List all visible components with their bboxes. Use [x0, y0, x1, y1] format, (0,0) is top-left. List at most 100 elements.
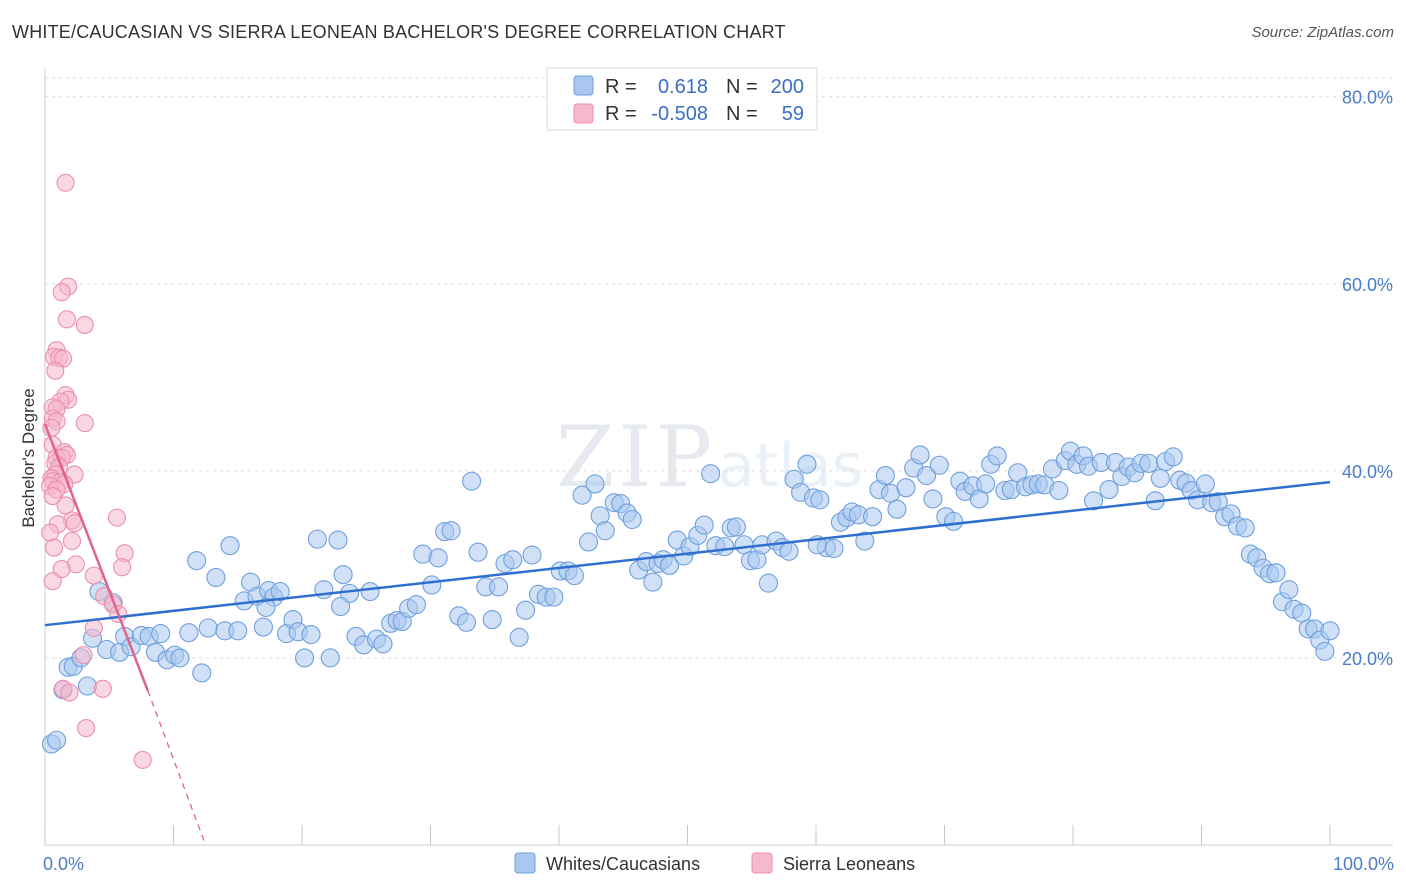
whites-point-43 [320, 648, 340, 668]
whites-point-49 [360, 581, 380, 602]
sierra-leonean-point-0 [56, 173, 75, 192]
trend-lines [43, 423, 1331, 846]
whites-point-67 [482, 610, 502, 630]
x-ticks [44, 825, 1331, 845]
sierra-leonean-point-39 [107, 508, 127, 527]
whites-point-58 [422, 575, 442, 595]
bottom-legend-swatch-blue [514, 852, 536, 874]
whites-point-65 [468, 542, 488, 562]
whites-point-91 [643, 572, 663, 592]
whites-point-44 [328, 530, 348, 550]
sierra-leonean-point-55 [60, 683, 79, 702]
whites-point-144 [987, 446, 1007, 466]
trend-line-sierra-leoneans [43, 423, 149, 692]
legend-n-label-pink: N = [726, 103, 758, 125]
whites-point-25 [206, 567, 226, 588]
y-tick-labels: 20.0% 40.0% 60.0% 80.0% [1342, 88, 1393, 669]
whites-point-169 [1150, 468, 1170, 488]
whites-point-119 [824, 538, 844, 559]
legend-r-value-blue: 0.618 [658, 76, 708, 98]
whites-point-109 [758, 573, 779, 593]
whites-point-137 [943, 511, 964, 531]
legend-swatch-pink [573, 103, 594, 124]
sierra-leonean-point-52 [84, 618, 103, 638]
whites-point-63 [456, 612, 477, 632]
legend-swatch-blue [573, 75, 594, 96]
whites-point-22 [187, 551, 207, 571]
whites-point-59 [428, 548, 448, 568]
whites-point-198 [256, 597, 276, 617]
whites-point-176 [1195, 474, 1215, 494]
whites-point-70 [503, 550, 523, 570]
sierra-leonean-point-48 [43, 572, 62, 591]
whites-point-40 [301, 624, 321, 645]
whites-point-6 [77, 676, 97, 696]
sierra-leonean-point-17 [75, 414, 94, 433]
whites-point-68 [489, 577, 509, 597]
sierra-leonean-point-47 [84, 566, 103, 585]
whites-point-17 [151, 624, 171, 644]
legend-r-label-pink: R = [605, 103, 637, 125]
y-tick-label-80: 80.0% [1342, 88, 1393, 108]
whites-point-88 [622, 509, 642, 530]
sierra-leonean-point-56 [93, 679, 112, 698]
bottom-legend-swatch-pink [751, 852, 773, 874]
bottom-legend-label-blue: Whites/Caucasians [546, 854, 700, 874]
whites-point-142 [976, 474, 996, 494]
y-tick-label-40: 40.0% [1342, 462, 1393, 482]
correlation-legend: R = 0.618 N = 200 R = -0.508 N = 59 [546, 67, 818, 131]
whites-point-82 [585, 474, 605, 494]
sierra-leonean-point-58 [133, 750, 152, 769]
whites-point-41 [307, 529, 327, 549]
whites-point-132 [910, 445, 930, 465]
whites-point-102 [715, 537, 735, 557]
sierra-leonean-point-57 [77, 719, 96, 738]
whites-point-45 [333, 565, 353, 585]
whites-point-105 [734, 535, 754, 555]
whites-point-112 [779, 541, 799, 561]
sierra-leonean-point-34 [43, 487, 62, 506]
whites-point-191 [1292, 603, 1312, 623]
trend-line-sierra-leoneans-extension [147, 690, 207, 846]
whites-point-130 [896, 478, 916, 498]
sierra-leonean-point-3 [57, 310, 76, 329]
axes [44, 68, 1393, 846]
whites-point-84 [595, 521, 615, 541]
whites-point-20 [170, 648, 190, 668]
x-tick-label-max: 100.0% [1333, 854, 1394, 874]
whites-point-51 [373, 634, 393, 654]
sierra-leonean-point-45 [52, 560, 71, 579]
whites-point-129 [887, 499, 907, 519]
whites-point-117 [810, 490, 830, 510]
whites-point-197 [330, 596, 351, 617]
chart-title: WHITE/CAUCASIAN VS SIERRA LEONEAN BACHEL… [12, 22, 786, 42]
whites-point-28 [228, 621, 248, 641]
whites-point-80 [572, 485, 592, 505]
sierra-leonean-point-46 [113, 558, 132, 577]
sierra-leonean-point-40 [41, 523, 60, 542]
whites-point-79 [564, 566, 584, 586]
sierra-leonean-point-9 [46, 361, 65, 380]
whites-point-153 [1049, 480, 1069, 501]
y-tick-label-60: 60.0% [1342, 275, 1393, 295]
whites-point-73 [522, 545, 542, 565]
sierra-leonean-point-53 [74, 646, 93, 665]
whites-point-135 [929, 455, 949, 475]
watermark-atlas: atlas [718, 431, 863, 501]
y-tick-label-20: 20.0% [1342, 649, 1393, 669]
whites-point-32 [253, 617, 274, 637]
legend-r-label-blue: R = [605, 76, 637, 98]
x-tick-label-min: 0.0% [43, 854, 84, 874]
whites-point-187 [1266, 563, 1286, 583]
sierra-leonean-point-2 [52, 283, 71, 302]
whites-caucasians-points [41, 441, 1340, 754]
whites-point-99 [694, 515, 714, 535]
whites-point-195 [1315, 641, 1335, 661]
whites-point-189 [1279, 580, 1299, 600]
whites-point-124 [855, 531, 875, 551]
whites-point-134 [923, 489, 943, 509]
gridlines [45, 77, 1393, 659]
whites-point-71 [509, 627, 529, 647]
whites-point-21 [179, 623, 199, 643]
